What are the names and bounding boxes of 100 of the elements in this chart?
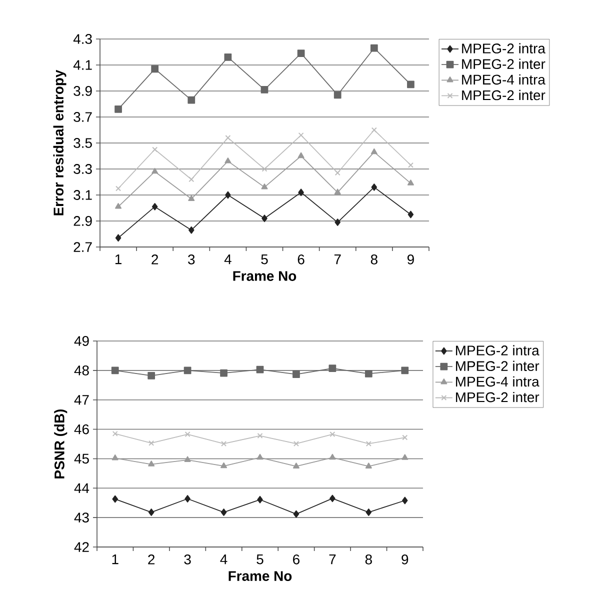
x-tick-label: 8 (370, 254, 378, 264)
point (152, 146, 158, 152)
point (334, 170, 340, 176)
point (364, 370, 372, 378)
x-tick-label: 4 (220, 554, 228, 564)
x-tick-label: 3 (184, 554, 191, 564)
y-tick-label: 3.7 (74, 112, 92, 122)
point (260, 86, 268, 94)
y-tick-label: 4.3 (73, 34, 92, 44)
point (188, 195, 195, 201)
y-tick-label: 45 (74, 454, 89, 464)
point (224, 158, 232, 164)
point (114, 106, 122, 113)
x-tick-label: 7 (329, 554, 336, 564)
y-tick-label: 46 (74, 424, 89, 434)
point (188, 96, 196, 104)
x-tick-label: 2 (148, 554, 155, 564)
x-tick-label: 8 (365, 554, 372, 564)
point (402, 434, 408, 440)
point (148, 440, 154, 446)
point (371, 184, 378, 191)
point (111, 366, 119, 374)
point (257, 433, 263, 439)
y-tick-label: 43 (74, 512, 89, 523)
point (151, 65, 159, 73)
point (220, 462, 228, 468)
point (297, 50, 305, 57)
point (221, 440, 227, 446)
x-tick-label: 9 (402, 554, 408, 564)
point (293, 440, 299, 446)
point (262, 166, 268, 172)
legend-label: MPEG-4 intra (456, 376, 540, 387)
y-tick-label: 3.9 (74, 86, 92, 96)
y-tick-label: 3.1 (74, 190, 92, 200)
point (112, 495, 118, 503)
point (148, 508, 154, 516)
point (220, 369, 228, 377)
legend-label: MPEG-2 inter (462, 90, 546, 100)
legend-label: MPEG-2 intra (456, 345, 540, 356)
x-tick-label: 5 (261, 254, 268, 264)
x-tick-label: 1 (112, 554, 118, 564)
point (184, 456, 191, 462)
legend-label: MPEG-2 inter (456, 392, 540, 402)
point (148, 372, 156, 380)
x-tick-label: 1 (115, 254, 122, 264)
point (329, 454, 336, 460)
y-tick-label: 42 (74, 542, 89, 552)
point (184, 432, 190, 438)
point (188, 226, 194, 234)
point (115, 203, 122, 209)
point (334, 218, 340, 226)
point (293, 510, 300, 518)
point (184, 366, 192, 374)
point (112, 430, 118, 436)
point (298, 188, 304, 196)
x-tick-label: 2 (152, 254, 158, 264)
point (292, 370, 300, 378)
y-tick-label: 2.7 (74, 242, 92, 252)
point (366, 440, 372, 446)
legend-label: MPEG-2 inter (462, 58, 546, 70)
point (256, 454, 264, 460)
y-tick-label: 2.9 (74, 216, 92, 226)
x-tick-label: 3 (188, 254, 195, 264)
point (220, 508, 227, 516)
point (112, 454, 118, 460)
point (330, 494, 336, 502)
point (261, 184, 268, 190)
point (401, 366, 409, 374)
legend-label: MPEG-4 intra (462, 74, 546, 85)
point (184, 495, 190, 502)
point (334, 188, 341, 194)
y-axis-title: PSNR (dB) (54, 409, 68, 478)
point (292, 462, 300, 468)
y-tick-label: 47 (74, 395, 89, 405)
point (225, 191, 231, 199)
point (115, 234, 122, 242)
point (366, 508, 372, 516)
x-tick-label: 9 (407, 254, 414, 264)
point (225, 135, 231, 141)
point (152, 168, 158, 174)
y-tick-label: 48 (74, 365, 89, 376)
x-axis-title: Frame No (233, 271, 296, 281)
y-tick-label: 3.5 (74, 138, 92, 148)
point (188, 176, 194, 182)
point (408, 162, 414, 168)
point (408, 210, 414, 218)
x-tick-label: 7 (334, 254, 341, 264)
point (262, 214, 268, 222)
point (365, 462, 372, 468)
point (152, 203, 158, 210)
point (298, 132, 304, 138)
y-tick-label: 44 (74, 483, 90, 493)
x-axis-title: Frame No (228, 571, 292, 581)
point (334, 91, 342, 99)
legend-label: MPEG-2 intra (462, 43, 546, 54)
point (402, 496, 408, 504)
point (370, 44, 378, 52)
point (257, 496, 263, 504)
y-tick-label: 4.1 (73, 60, 92, 70)
point (407, 80, 414, 88)
